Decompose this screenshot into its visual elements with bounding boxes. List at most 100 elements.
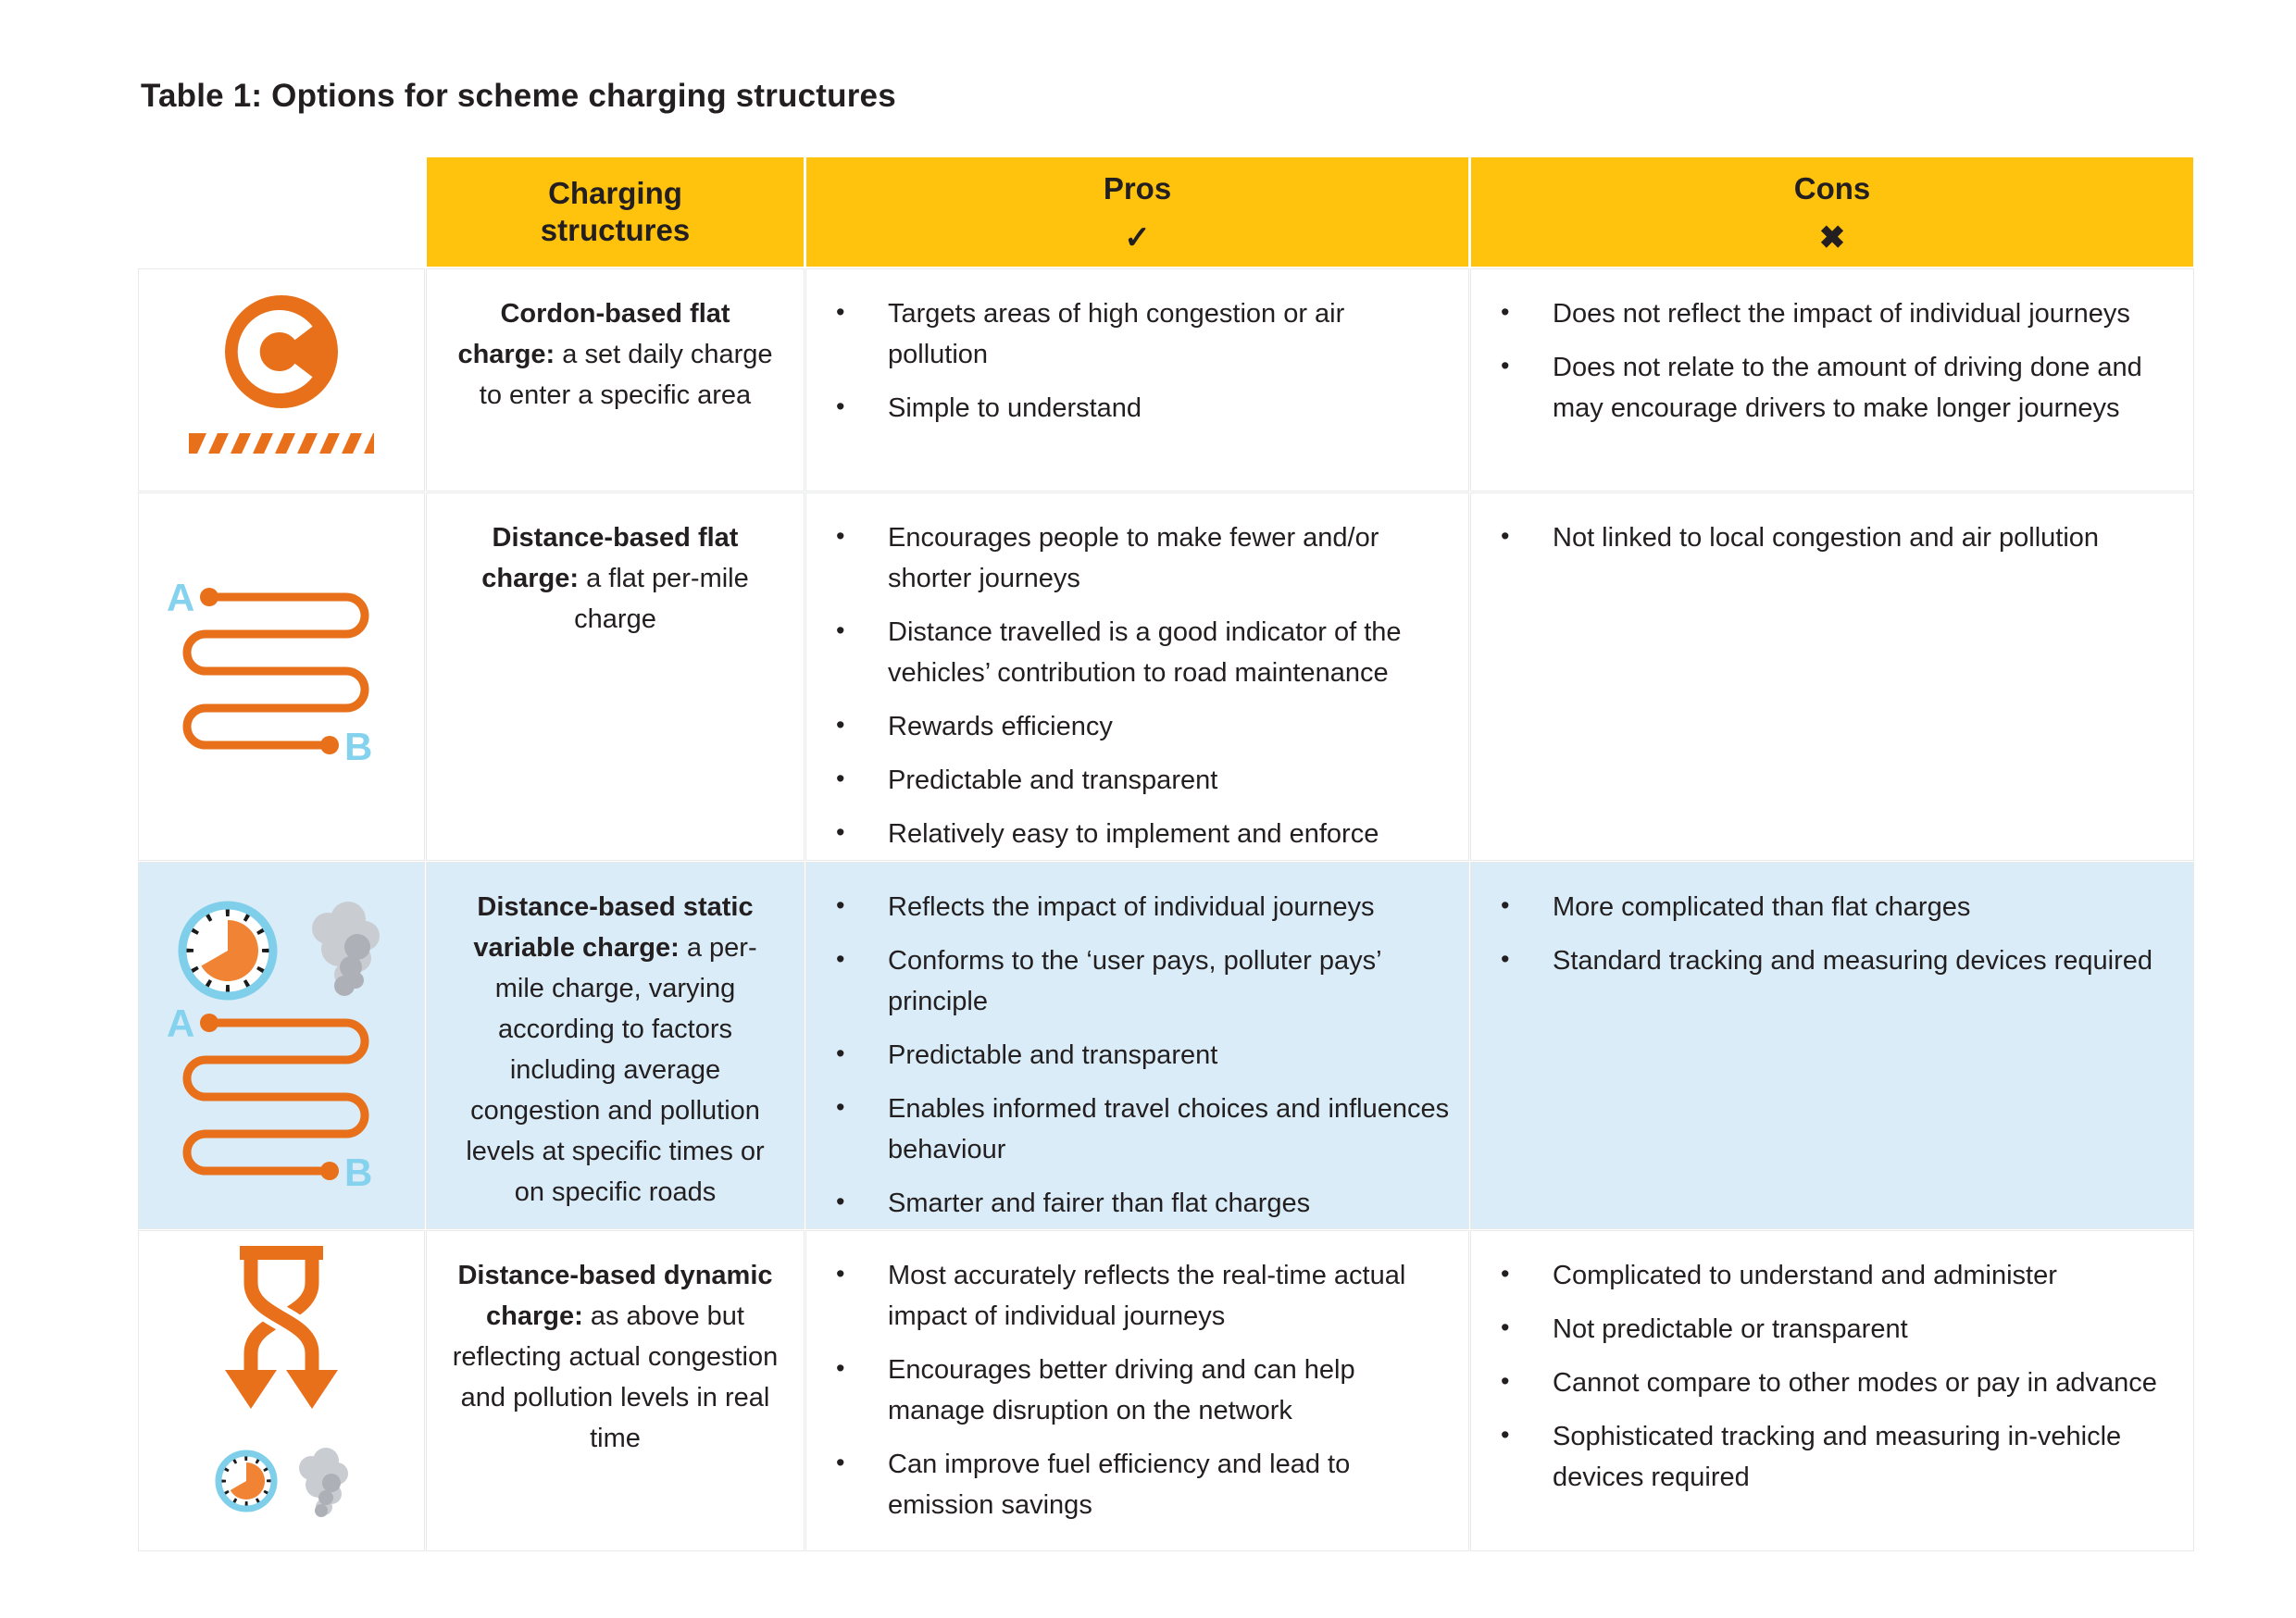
pros-item-text: Distance travelled is a good indicator o… <box>888 617 1402 688</box>
pros-item-text: Rewards efficiency <box>888 712 1113 741</box>
cons-item-text: More complicated than flat charges <box>1553 892 1971 922</box>
list-item: Simple to understand <box>806 386 1452 429</box>
clock-icon <box>215 1450 278 1512</box>
list-item: Reflects the impact of individual journe… <box>806 885 1452 927</box>
cons-item-text: Not linked to local congestion and air p… <box>1553 523 2100 553</box>
pros-item-text: Simple to understand <box>888 393 1142 423</box>
check-icon: ✓ <box>1124 220 1151 255</box>
cons-item-text: Standard tracking and measuring devices … <box>1553 946 2153 976</box>
smoke-icon <box>299 1447 348 1517</box>
pros-item-text: Encourages better driving and can help m… <box>888 1355 1355 1425</box>
row1-definition: a set daily charge to enter a specific a… <box>479 340 773 410</box>
row2-structure-text: Distance-based flat charge: a flat per-m… <box>449 517 781 860</box>
list-item: Conforms to the ‘user pays, polluter pay… <box>806 939 1452 1022</box>
list-item: Encourages better driving and can help m… <box>806 1348 1452 1431</box>
crossing-arrows-clock-smoke-icon <box>215 1245 348 1517</box>
pros-item-text: Relatively easy to implement and enforce <box>888 819 1379 849</box>
pros-list: Most accurately reflects the real-time a… <box>806 1253 1452 1525</box>
list-item: More complicated than flat charges <box>1471 885 2177 927</box>
row3-pros-cell: Reflects the impact of individual journe… <box>805 862 1469 1229</box>
pros-item-text: Can improve fuel efficiency and lead to … <box>888 1450 1351 1520</box>
list-item: Not linked to local congestion and air p… <box>1471 516 2177 558</box>
pros-item-text: Reflects the impact of individual journe… <box>888 892 1375 922</box>
pros-item-text: Enables informed travel choices and infl… <box>888 1094 1450 1164</box>
cons-item-text: Sophisticated tracking and measuring in-… <box>1553 1422 2122 1492</box>
row1-cons-cell: Does not reflect the impact of individua… <box>1470 268 2194 492</box>
cons-item-text: Cannot compare to other modes or pay in … <box>1553 1368 2157 1398</box>
header-pros-label: Pros <box>1103 171 1172 205</box>
list-item: Predictable and transparent <box>806 758 1452 801</box>
list-item: Targets areas of high congestion or air … <box>806 292 1452 375</box>
header-cons-label: Cons <box>1793 171 1871 205</box>
cross-icon: ✖ <box>1818 220 1846 255</box>
row3-definition: a per-mile charge, varying according to … <box>466 933 765 1207</box>
list-item: Standard tracking and measuring devices … <box>1471 939 2177 981</box>
row1-term: Cordon-based flat charge: <box>457 299 730 369</box>
pros-list: Encourages people to make fewer and/or s… <box>806 516 1452 854</box>
cons-list: More complicated than flat charges Stand… <box>1471 885 2177 981</box>
list-item: Smarter and fairer than flat charges <box>806 1181 1452 1224</box>
pros-item-text: Conforms to the ‘user pays, polluter pay… <box>888 946 1381 1016</box>
congestion-charge-cordon-icon <box>189 295 374 454</box>
crossing-arrows-icon <box>225 1245 338 1409</box>
list-item: Complicated to understand and administer <box>1471 1253 2177 1296</box>
cons-item-text: Does not relate to the amount of driving… <box>1553 353 2142 423</box>
row2-definition: a flat per-mile charge <box>574 564 749 634</box>
row2-cons-cell: Not linked to local congestion and air p… <box>1470 492 2194 861</box>
row3-structure-text: Distance-based static variable charge: a… <box>449 887 781 1228</box>
row3-structure-cell: Distance-based static variable charge: a… <box>426 862 805 1229</box>
row2-icon-cell: A B <box>138 492 425 861</box>
row3-icon-cell: A B <box>138 862 425 1229</box>
pros-list: Targets areas of high congestion or air … <box>806 292 1452 429</box>
table-title: Table 1: Options for scheme charging str… <box>141 78 896 114</box>
svg-text:B: B <box>344 725 372 768</box>
pros-item-text: Predictable and transparent <box>888 765 1218 795</box>
header-charging-structures: Charging structures <box>427 157 804 267</box>
row1-structure-cell: Cordon-based flat charge: a set daily ch… <box>426 268 805 492</box>
cons-item-text: Complicated to understand and administer <box>1553 1261 2057 1290</box>
list-item: Rewards efficiency <box>806 704 1452 747</box>
list-item: Relatively easy to implement and enforce <box>806 812 1452 854</box>
pros-item-text: Smarter and fairer than flat charges <box>888 1189 1311 1218</box>
cons-item-text: Does not reflect the impact of individua… <box>1553 299 2130 329</box>
header-cons: Cons ✖ <box>1471 157 2193 267</box>
row4-icon-cell <box>138 1230 425 1551</box>
header-empty-cell <box>139 157 424 267</box>
cons-list: Complicated to understand and administer… <box>1471 1253 2177 1498</box>
pros-list: Reflects the impact of individual journe… <box>806 885 1452 1224</box>
list-item: Distance travelled is a good indicator o… <box>806 610 1452 693</box>
row4-term: Distance-based dynamic charge: <box>457 1261 773 1331</box>
list-item: Cannot compare to other modes or pay in … <box>1471 1361 2177 1403</box>
row3-cons-cell: More complicated than flat charges Stand… <box>1470 862 2194 1229</box>
list-item: Does not reflect the impact of individua… <box>1471 292 2177 334</box>
pros-item-text: Targets areas of high congestion or air … <box>888 299 1345 369</box>
cons-list: Not linked to local congestion and air p… <box>1471 516 2177 558</box>
route-a-to-b-icon: A B <box>167 576 372 768</box>
header-pros: Pros ✓ <box>806 157 1468 267</box>
row4-cons-cell: Complicated to understand and administer… <box>1470 1230 2194 1551</box>
row4-pros-cell: Most accurately reflects the real-time a… <box>805 1230 1469 1551</box>
svg-text:A: A <box>167 576 194 619</box>
cons-item-text: Not predictable or transparent <box>1553 1314 1908 1344</box>
header-charging-label: Charging structures <box>540 176 691 247</box>
svg-text:B: B <box>344 1151 372 1194</box>
clock-icon <box>178 901 278 1000</box>
list-item: Enables informed travel choices and infl… <box>806 1087 1452 1170</box>
list-item: Not predictable or transparent <box>1471 1307 2177 1350</box>
list-item: Predictable and transparent <box>806 1033 1452 1076</box>
cons-list: Does not reflect the impact of individua… <box>1471 292 2177 429</box>
row2-pros-cell: Encourages people to make fewer and/or s… <box>805 492 1469 861</box>
row1-pros-cell: Targets areas of high congestion or air … <box>805 268 1469 492</box>
row2-structure-cell: Distance-based flat charge: a flat per-m… <box>426 492 805 861</box>
row2-term: Distance-based flat charge: <box>481 523 739 593</box>
row4-structure-cell: Distance-based dynamic charge: as above … <box>426 1230 805 1551</box>
pros-item-text: Predictable and transparent <box>888 1040 1218 1070</box>
row4-structure-text: Distance-based dynamic charge: as above … <box>449 1255 781 1550</box>
pros-item-text: Encourages people to make fewer and/or s… <box>888 523 1379 593</box>
list-item: Most accurately reflects the real-time a… <box>806 1253 1452 1337</box>
row1-icon-cell <box>138 268 425 492</box>
list-item: Can improve fuel efficiency and lead to … <box>806 1442 1452 1525</box>
row3-term: Distance-based static variable charge: <box>473 892 754 963</box>
list-item: Encourages people to make fewer and/or s… <box>806 516 1452 599</box>
